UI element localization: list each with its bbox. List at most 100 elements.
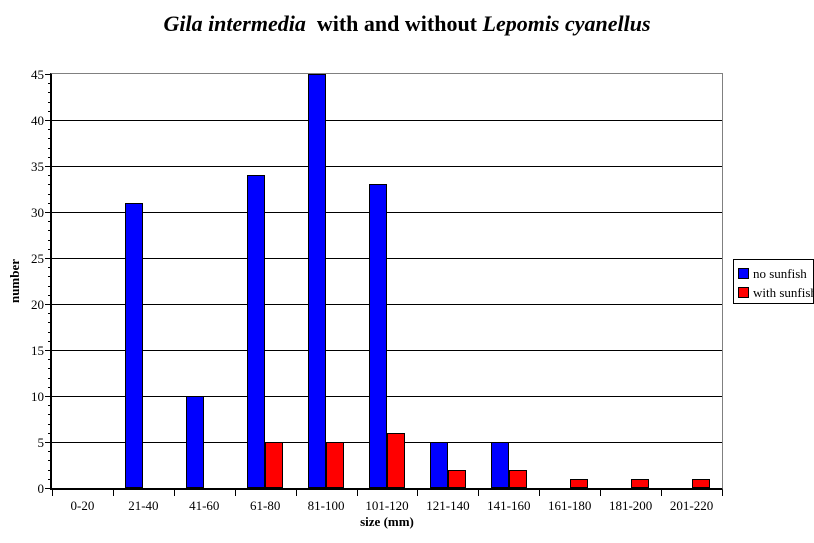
y-major-tick	[45, 74, 52, 75]
y-minor-tick	[48, 295, 52, 296]
y-minor-tick	[48, 332, 52, 333]
x-tick-label: 81-100	[307, 498, 345, 513]
bar-no-sunfish	[247, 175, 266, 488]
y-major-tick	[45, 488, 52, 489]
y-tick-label: 35	[31, 159, 44, 174]
y-minor-tick	[48, 433, 52, 434]
y-minor-tick	[48, 102, 52, 103]
y-minor-tick	[48, 451, 52, 452]
y-major-tick	[45, 258, 52, 259]
legend-item: with sunfish	[738, 283, 814, 302]
y-minor-tick	[48, 470, 52, 471]
gridline	[52, 258, 722, 259]
y-tick-label: 30	[31, 205, 44, 220]
y-tick-label: 15	[31, 343, 44, 358]
bar-with-sunfish	[326, 442, 345, 488]
y-tick-label: 5	[37, 435, 45, 450]
y-major-tick	[45, 166, 52, 167]
legend-item: no sunfish	[738, 264, 813, 283]
y-minor-tick	[48, 138, 52, 139]
x-tick	[173, 490, 175, 496]
y-minor-tick	[48, 414, 52, 415]
bar-with-sunfish	[630, 478, 649, 488]
x-tick-label: 121-140	[426, 498, 470, 513]
gridline	[52, 304, 722, 305]
bar-no-sunfish	[308, 74, 327, 488]
legend-swatch	[738, 268, 749, 279]
y-tick-label: 45	[31, 67, 44, 82]
legend: no sunfish with sunfish	[733, 259, 814, 304]
y-minor-tick	[48, 405, 52, 406]
y-minor-tick	[48, 322, 52, 323]
bar-no-sunfish	[369, 184, 387, 488]
y-major-tick	[45, 442, 52, 443]
x-tick-label: 101-120	[365, 498, 409, 513]
bar-with-sunfish	[569, 478, 588, 488]
x-tick	[52, 490, 53, 496]
y-tick-label: 25	[31, 251, 44, 266]
x-tick	[295, 490, 297, 496]
bar-with-sunfish	[447, 469, 466, 488]
y-minor-tick	[48, 175, 52, 176]
bar-with-sunfish	[508, 469, 527, 488]
y-major-tick	[45, 212, 52, 213]
y-minor-tick	[48, 83, 52, 84]
y-tick-label: 10	[31, 389, 44, 404]
x-tick	[600, 490, 602, 496]
chart-title: Gila intermedia with and without Lepomis…	[0, 11, 814, 37]
x-tick-label: 201-220	[669, 498, 714, 513]
x-tick	[417, 490, 419, 496]
y-tick-label: 40	[31, 113, 44, 128]
y-minor-tick	[48, 341, 52, 342]
y-minor-tick	[48, 249, 52, 250]
title-middle: with and without	[305, 11, 483, 36]
y-minor-tick	[48, 230, 52, 231]
y-major-tick	[45, 304, 52, 305]
y-minor-tick	[48, 479, 52, 480]
y-minor-tick	[48, 387, 52, 388]
gridline	[52, 120, 722, 121]
y-minor-tick	[48, 460, 52, 461]
gridline	[52, 212, 722, 213]
x-tick-label: 0-20	[70, 498, 95, 513]
legend-label: with sunfish	[753, 284, 814, 300]
x-tick	[722, 490, 723, 496]
y-minor-tick	[48, 129, 52, 130]
gridline	[52, 350, 722, 351]
x-tick	[539, 490, 541, 496]
y-minor-tick	[48, 359, 52, 360]
bar-with-sunfish	[691, 478, 710, 488]
bar-no-sunfish	[186, 396, 205, 488]
x-tick-label: 41-60	[189, 498, 220, 513]
bar-no-sunfish	[125, 202, 144, 488]
x-tick-label: 61-80	[250, 498, 281, 513]
bar-no-sunfish	[429, 442, 448, 488]
y-minor-tick	[48, 221, 52, 222]
gridline	[52, 166, 722, 167]
y-minor-tick	[48, 92, 52, 93]
x-tick	[234, 490, 236, 496]
x-tick	[356, 490, 358, 496]
plot-area	[50, 73, 723, 490]
y-major-tick	[45, 396, 52, 397]
y-minor-tick	[48, 267, 52, 268]
y-minor-tick	[48, 194, 52, 195]
legend-label: no sunfish	[753, 265, 807, 281]
y-minor-tick	[48, 313, 52, 314]
y-tick-label: 20	[31, 297, 44, 312]
y-minor-tick	[48, 276, 52, 277]
y-minor-tick	[48, 203, 52, 204]
y-minor-tick	[48, 378, 52, 379]
y-minor-tick	[48, 157, 52, 158]
x-tick-label: 21-40	[128, 498, 159, 513]
y-major-tick	[45, 350, 52, 351]
x-axis-title: size (mm)	[360, 514, 414, 529]
y-minor-tick	[48, 424, 52, 425]
bar-with-sunfish	[387, 432, 405, 488]
legend-swatch	[738, 287, 749, 298]
x-tick	[112, 490, 114, 496]
x-tick-label: 161-180	[548, 498, 592, 513]
y-major-tick	[45, 120, 52, 121]
x-tick-label: 141-160	[487, 498, 531, 513]
